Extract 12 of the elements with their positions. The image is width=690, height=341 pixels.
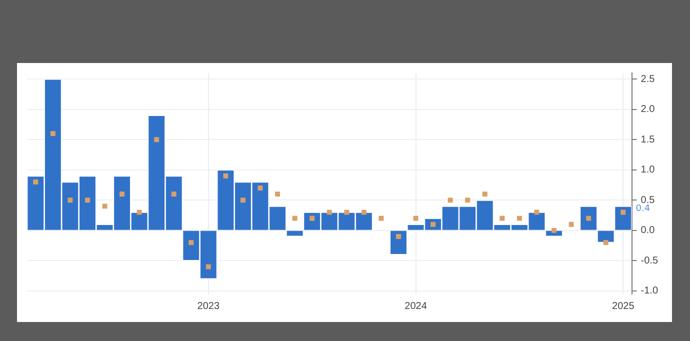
y-tick-label: 1.5 (640, 134, 656, 146)
text: 0.4 (636, 204, 650, 214)
y-tick-label: -0.5 (640, 255, 658, 266)
y-tick-label: 0.5 (640, 194, 656, 206)
x-tick-label: 2023 (197, 300, 220, 312)
y-tick-label: -1.0 (640, 286, 658, 297)
y-tick-label: 2.5 (640, 74, 656, 85)
y-tick-label: 0.0 (640, 225, 656, 236)
y-tick-label: 1.0 (640, 164, 656, 176)
y-tick-label: 2.0 (640, 104, 656, 116)
x-tick-label: 2024 (404, 300, 428, 312)
x-tick-label: 2025 (612, 300, 635, 312)
